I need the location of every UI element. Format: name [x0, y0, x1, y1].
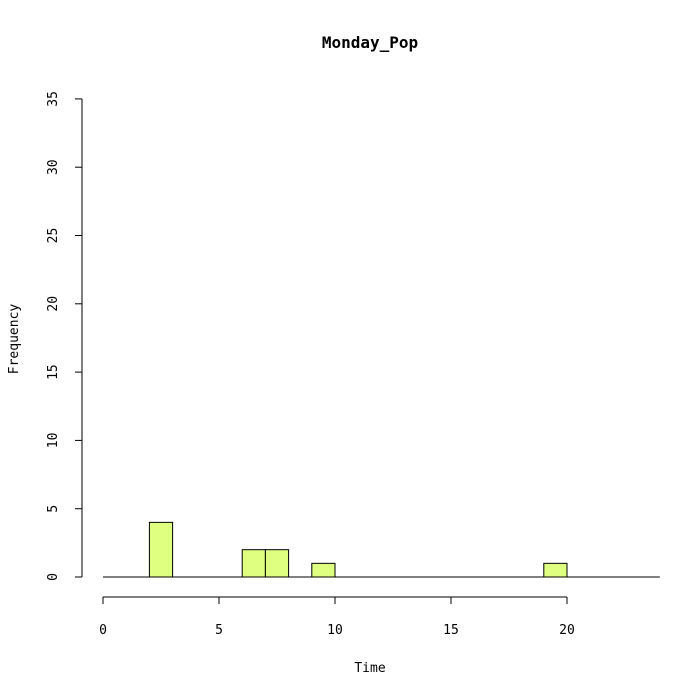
y-axis: 0 5 10 15 20 25 30 35 [46, 91, 83, 581]
y-axis-tick-label: 20 [46, 296, 61, 312]
y-axis-tick-label: 15 [46, 364, 61, 380]
x-axis-tick-label: 10 [327, 623, 343, 638]
y-axis-label: Frequency [7, 304, 22, 375]
histogram-bar [148, 521, 174, 578]
y-axis-tick-label: 10 [46, 433, 61, 449]
y-axis-tick-label: 35 [46, 91, 61, 107]
x-axis-tick-label: 5 [215, 623, 223, 638]
y-axis-tick-label: 30 [46, 159, 61, 175]
x-axis-tick-label: 0 [99, 623, 107, 638]
bars-group [103, 521, 660, 578]
chart-title: Monday_Pop [322, 33, 418, 52]
histogram-bar [543, 562, 568, 578]
x-axis: 0 5 10 15 20 [99, 596, 575, 638]
histogram-bar [311, 562, 336, 578]
y-axis-tick-label: 5 [46, 505, 61, 513]
y-axis-tick-label: 25 [46, 228, 61, 244]
x-axis-tick-label: 15 [443, 623, 459, 638]
histogram-bar [264, 549, 290, 578]
histogram-bar [241, 549, 266, 578]
x-axis-tick-label: 20 [559, 623, 575, 638]
x-axis-label: Time [354, 661, 385, 676]
y-axis-tick-label: 0 [46, 573, 61, 581]
